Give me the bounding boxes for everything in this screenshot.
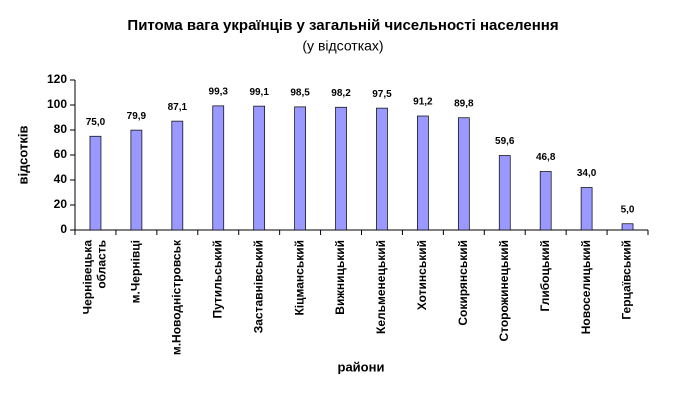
y-tick-label: 40: [54, 172, 68, 186]
value-label: 34,0: [577, 168, 597, 179]
y-tick-label: 20: [54, 197, 68, 211]
value-label: 98,5: [290, 88, 310, 99]
x-axis-label: райони: [338, 359, 385, 374]
value-label: 99,1: [249, 87, 269, 98]
bar: [376, 107, 388, 231]
y-tick-label: 60: [54, 147, 68, 161]
value-label: 89,8: [454, 98, 474, 109]
bar: [539, 171, 552, 231]
value-label: 99,3: [209, 87, 229, 98]
bar: [457, 117, 470, 231]
x-tick-label: Вижницький: [333, 240, 347, 315]
value-label: 87,1: [168, 102, 188, 113]
x-tick-label: Хотинський: [415, 240, 429, 310]
x-tick-label: Сокирянський: [456, 240, 470, 326]
y-tick-label: 0: [60, 222, 67, 236]
x-tick-label: Кіцманський: [292, 240, 306, 316]
y-tick-label: 100: [47, 97, 67, 111]
x-tick-label: Новоселицький: [579, 240, 593, 334]
value-label: 46,8: [536, 152, 556, 163]
value-label: 59,6: [495, 136, 515, 147]
x-tick-label: Заставнівський: [251, 240, 265, 333]
bar: [335, 106, 347, 231]
bar: [417, 115, 429, 231]
bar: [621, 223, 634, 231]
bar: [130, 129, 143, 231]
bar: [498, 155, 511, 231]
value-label: 75,0: [86, 117, 106, 128]
x-tick-label: Путильський: [210, 240, 224, 319]
x-tick-label: Сторожинецький: [497, 240, 511, 342]
bar: [253, 105, 266, 231]
value-label: 98,2: [331, 88, 351, 99]
y-axis-label: відсотків: [15, 125, 30, 184]
chart-subtitle: (у відсотках): [302, 38, 383, 54]
x-tick-label: Кельменецький: [374, 240, 388, 334]
y-tick-label: 120: [47, 72, 67, 86]
value-label: 97,5: [372, 89, 392, 100]
value-label: 5,0: [621, 204, 635, 215]
chart-title: Питома вага українців у загальній чисель…: [127, 17, 558, 34]
x-tick-label: Глибоцький: [538, 240, 552, 311]
x-tick-label: Чернівецькаобласть: [81, 240, 109, 315]
x-tick-label: Герцаївський: [620, 240, 634, 320]
x-tick-label: м.Новодністровськ: [169, 239, 183, 355]
bar: [580, 187, 593, 231]
bar: [171, 120, 184, 231]
value-label: 91,2: [413, 97, 433, 108]
bar: [212, 105, 225, 231]
x-tick-label: м.Чернівці: [129, 240, 143, 303]
bar: [89, 135, 102, 231]
y-tick-label: 80: [54, 122, 68, 136]
value-label: 79,9: [127, 111, 147, 122]
bar: [294, 106, 306, 231]
